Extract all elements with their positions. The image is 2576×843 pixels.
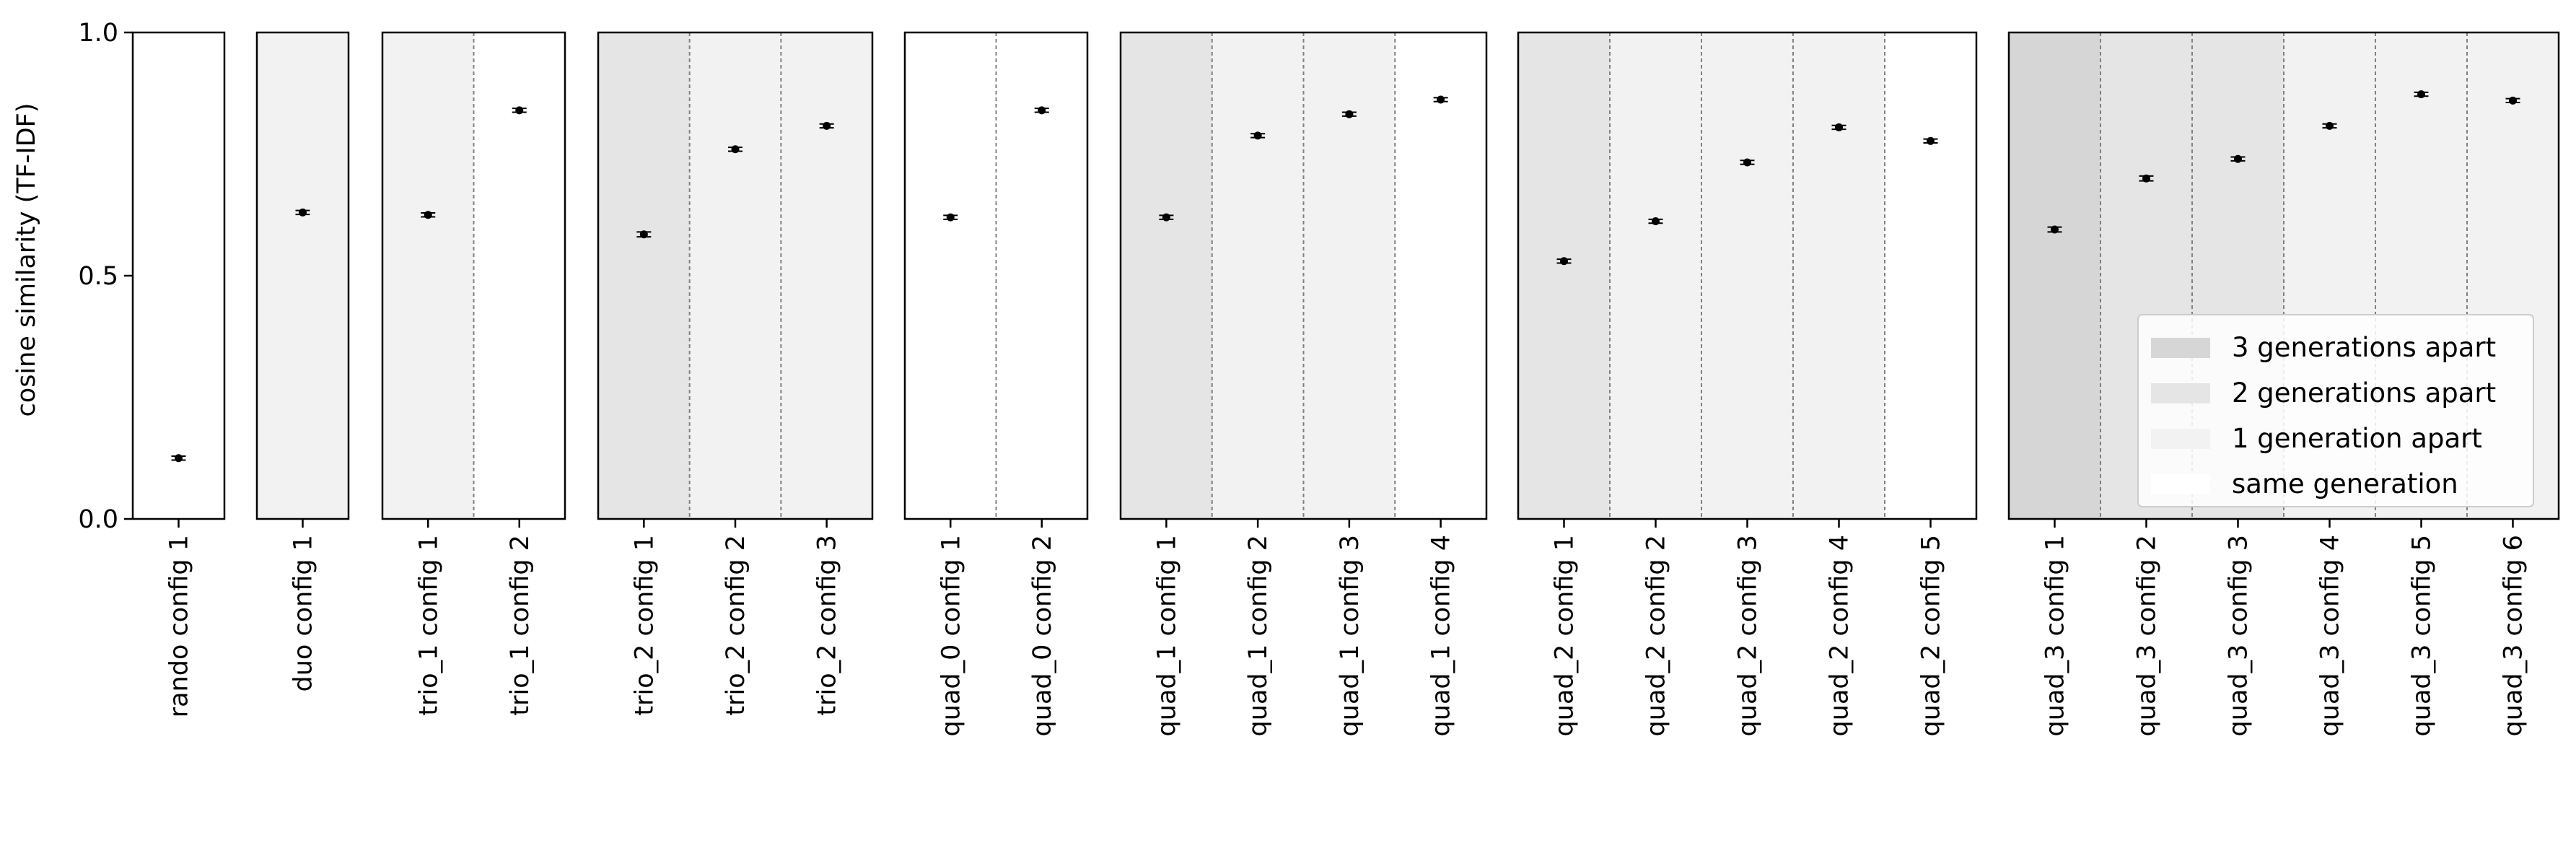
data-point	[1927, 136, 1935, 145]
config-background	[2009, 32, 2100, 519]
x-tick-label: duo config 1	[289, 535, 318, 691]
x-tick-label: quad_3 config 5	[2408, 535, 2437, 736]
data-point	[639, 230, 648, 239]
config-background	[689, 32, 781, 519]
panel-frame	[2007, 31, 2560, 520]
legend-label: 3 generations apart	[2232, 332, 2496, 363]
x-tick-label: trio_1 config 1	[414, 535, 443, 716]
config-background	[1121, 32, 1212, 519]
data-point	[2142, 174, 2150, 183]
panel-frame	[381, 31, 566, 520]
x-tick-label: quad_3 config 4	[2316, 535, 2345, 736]
config-background	[133, 32, 224, 519]
x-tick-label: quad_3 config 6	[2500, 535, 2528, 736]
x-tick-label: quad_2 config 1	[1551, 535, 1580, 736]
config-background	[1395, 32, 1486, 519]
panel-7: quad_2 config 1 quad_2 config 2 quad_2 con…	[1517, 31, 1978, 736]
y-tick-label: 0.5	[78, 262, 118, 291]
x-tick-label: trio_2 config 2	[722, 535, 750, 716]
config-background	[598, 32, 690, 519]
config-background	[1610, 32, 1701, 519]
x-tick-label: rando config 1	[165, 535, 194, 717]
data-point	[515, 106, 524, 115]
data-point	[1743, 158, 1751, 167]
legend-swatch	[2151, 383, 2210, 403]
data-point	[299, 208, 307, 217]
data-point	[2509, 96, 2517, 105]
x-tick-label: quad_1 config 3	[1336, 535, 1364, 736]
x-tick-label: quad_2 config 4	[1826, 535, 1854, 736]
data-point	[424, 211, 432, 219]
config-background	[1303, 32, 1396, 519]
data-point	[946, 213, 955, 222]
x-tick-label: quad_1 config 1	[1152, 535, 1181, 736]
config-background	[996, 32, 1087, 519]
data-point	[1437, 95, 1445, 104]
legend-label: 1 generation apart	[2232, 423, 2482, 454]
legend-box	[2137, 314, 2534, 507]
panel-frame	[1119, 31, 1488, 520]
config-background	[382, 32, 474, 519]
x-tick-label: quad_0 config 2	[1028, 535, 1057, 736]
data-point	[731, 145, 740, 154]
x-tick-label: quad_2 config 2	[1642, 535, 1671, 736]
config-background	[781, 32, 872, 519]
y-tick-label: 1.0	[78, 19, 118, 48]
panel-5: quad_0 config 1 quad_0 config 2	[903, 31, 1089, 736]
legend-swatch	[2151, 429, 2210, 449]
data-point	[175, 454, 183, 463]
y-tick-label: 0.0	[78, 505, 118, 534]
config-background	[1793, 32, 1885, 519]
data-point	[2326, 121, 2334, 130]
config-background	[1701, 32, 1793, 519]
legend: 3 generations apart 2 generations apart 1 …	[2137, 314, 2534, 507]
config-background	[473, 32, 565, 519]
data-point	[1253, 131, 1262, 140]
legend-label: 2 generations apart	[2232, 377, 2496, 409]
data-point	[823, 121, 831, 130]
data-point	[1835, 123, 1843, 131]
config-background	[1885, 32, 1976, 519]
panel-3: trio_1 config 1 trio_1 config 2	[381, 31, 566, 716]
data-point	[1162, 213, 1170, 222]
x-tick-label: quad_3 config 3	[2225, 535, 2253, 736]
legend-label: same generation	[2232, 468, 2458, 499]
data-point	[1560, 257, 1568, 266]
x-tick-label: quad_2 config 3	[1734, 535, 1763, 736]
x-tick-label: quad_1 config 2	[1244, 535, 1273, 736]
x-tick-label: quad_1 config 4	[1427, 535, 1456, 736]
config-background	[1212, 32, 1304, 519]
data-point	[1038, 106, 1046, 115]
x-tick-label: trio_2 config 3	[813, 535, 842, 716]
x-tick-label: quad_2 config 5	[1917, 535, 1946, 736]
x-tick-label: trio_2 config 1	[630, 535, 659, 716]
x-tick-label: trio_1 config 2	[506, 535, 535, 716]
config-background	[257, 32, 349, 519]
data-point	[2234, 154, 2242, 163]
data-point	[2051, 225, 2059, 234]
y-axis-label: cosine similarity (TF-IDF)	[12, 103, 41, 417]
data-point	[2417, 90, 2425, 99]
panel-6: quad_1 config 1 quad_1 config 2 quad_1 con…	[1119, 31, 1488, 736]
config-background	[905, 32, 996, 519]
x-tick-label: quad_0 config 1	[937, 535, 965, 736]
x-tick-label: quad_3 config 1	[2041, 535, 2070, 736]
panel-1: 0.0 0.5 1.0 rando config 1	[78, 19, 226, 717]
panel-frame	[903, 31, 1089, 520]
data-point	[1652, 217, 1660, 226]
data-point	[1345, 110, 1354, 118]
legend-swatch	[2151, 338, 2210, 358]
x-tick-label: quad_3 config 2	[2133, 535, 2162, 736]
legend-swatch	[2151, 474, 2210, 494]
panel-4: trio_2 config 1 trio_2 config 2 trio_2 con…	[597, 31, 874, 716]
panel-2: duo config 1	[255, 31, 350, 691]
config-background	[1518, 32, 1610, 519]
